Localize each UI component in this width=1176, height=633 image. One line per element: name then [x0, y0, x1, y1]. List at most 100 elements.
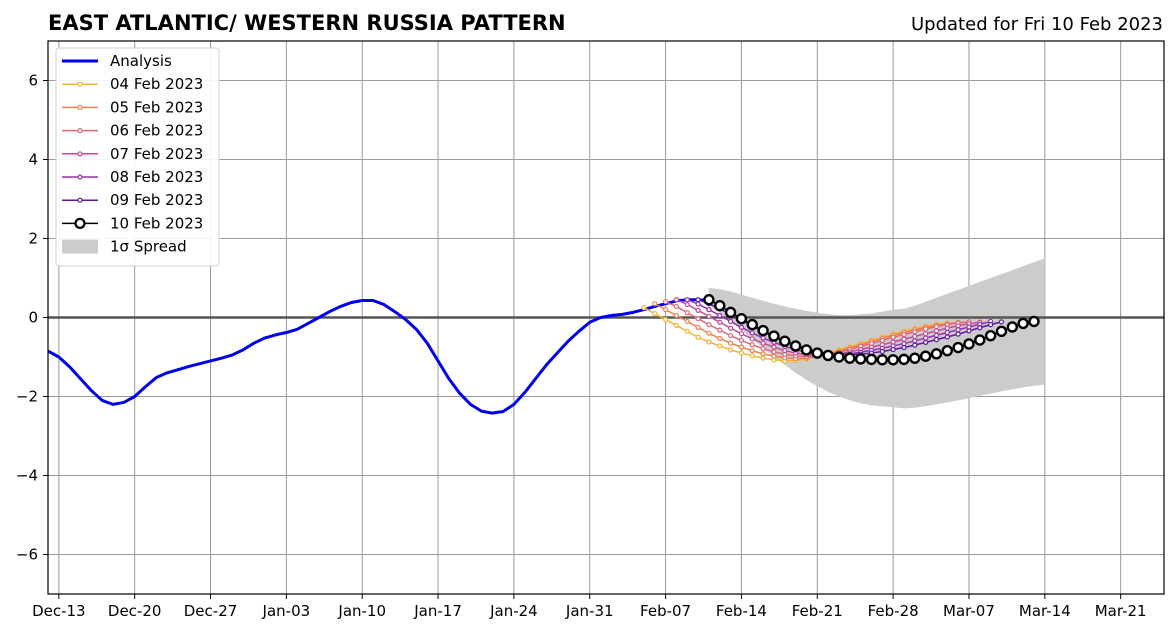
legend-box — [55, 47, 220, 267]
forecast-point-2-8 — [749, 342, 755, 348]
forecast-point-0-7 — [717, 343, 723, 349]
forecast-point-5-25 — [966, 328, 972, 334]
forecast-point-4-21 — [912, 338, 918, 344]
forecast-point-0-0 — [641, 305, 647, 311]
forecast-point-3-22 — [912, 333, 918, 340]
current-forecast-point-7 — [779, 335, 791, 347]
forecast-point-2-10 — [771, 349, 777, 355]
forecast-point-2-24 — [923, 326, 929, 332]
forecast-point-5-21 — [923, 339, 929, 345]
forecast-point-5-22 — [933, 337, 940, 343]
forecast-point-2-3 — [695, 316, 701, 322]
legend-label-1: 04 Feb 2023 — [110, 75, 203, 93]
forecast-point-3-9 — [771, 344, 777, 350]
legend-item-7: 10 Feb 2023 — [62, 214, 203, 232]
forecast-point-4-1 — [695, 301, 701, 307]
axes: Dec-13 Dec-20 Dec-27 Jan-03 Jan-10 Jan-17 Jan-… — [16, 40, 1165, 620]
forecast-point-5-24 — [955, 331, 961, 337]
legend: Analysis 04 Feb 2023 05 Feb 2023 06 Feb 202… — [55, 47, 220, 267]
forecast-point-0-5 — [695, 334, 701, 340]
forecast-point-4-4 — [728, 318, 734, 325]
legend-label-6: 09 Feb 2023 — [110, 191, 203, 209]
forecast-point-1-4 — [695, 324, 701, 330]
forecast-point-4-24 — [944, 329, 950, 336]
current-forecast-point-1 — [714, 299, 726, 312]
x-tick-label-10: Feb-21 — [792, 602, 843, 620]
legend-swatch-spread — [62, 239, 98, 254]
forecast-point-2-23 — [912, 329, 918, 335]
current-forecast-point-2 — [724, 306, 737, 319]
forecast-point-0-9 — [738, 350, 745, 356]
forecast-point-3-7 — [749, 336, 755, 342]
legend-label-2: 05 Feb 2023 — [110, 98, 203, 116]
forecast-point-5-27 — [988, 322, 994, 328]
x-tick-label-11: Feb-28 — [868, 602, 919, 620]
forecast-point-2-22 — [901, 331, 907, 338]
y-tick-label-0: −6 — [16, 546, 38, 564]
forecast-point-5-28 — [998, 319, 1005, 325]
legend-item-6: 09 Feb 2023 — [62, 191, 203, 209]
forecast-point-1-7 — [728, 340, 734, 346]
chart-subtitle: Updated for Fri 10 Feb 2023 — [911, 14, 1163, 35]
forecast-point-3-2 — [695, 307, 701, 313]
y-tick-label-3: 0 — [28, 309, 38, 327]
analysis-line — [47, 298, 710, 415]
current-forecast-point-13 — [844, 352, 856, 364]
x-tick-label-3: Jan-03 — [262, 602, 311, 620]
current-forecast-point-30 — [1028, 315, 1040, 328]
x-tick-label-12: Mar-07 — [943, 602, 995, 620]
forecast-point-3-4 — [717, 319, 723, 325]
current-forecast-point-5 — [757, 324, 769, 337]
forecast-point-0-8 — [728, 347, 734, 353]
forecast-point-4-6 — [749, 330, 755, 336]
forecast-point-2-1 — [673, 303, 680, 310]
current-forecast-point-12 — [833, 351, 845, 363]
legend-item-spread: 1σ Spread — [62, 238, 187, 256]
forecast-point-4-23 — [933, 332, 940, 338]
forecast-point-5-19 — [901, 344, 907, 351]
forecast-point-3-21 — [901, 336, 907, 342]
x-tick-label-6: Jan-24 — [489, 602, 538, 620]
forecast-point-4-0 — [684, 297, 690, 303]
current-forecast-point-16 — [876, 354, 888, 366]
forecast-point-2-5 — [717, 327, 723, 333]
forecast-point-1-5 — [706, 330, 712, 336]
legend-label-0: Analysis — [110, 52, 172, 70]
forecast-point-5-20 — [912, 342, 918, 348]
current-forecast-point-21 — [930, 348, 943, 360]
forecast-point-0-4 — [684, 328, 690, 334]
forecast-point-3-6 — [738, 331, 745, 337]
series-layer — [47, 294, 1040, 415]
forecast-point-5-23 — [944, 334, 950, 340]
x-tick-label-5: Jan-17 — [413, 602, 462, 620]
forecast-point-3-1 — [684, 301, 690, 308]
forecast-point-1-6 — [717, 335, 723, 342]
forecast-point-1-11 — [771, 353, 777, 359]
forecast-point-5-18 — [890, 346, 896, 353]
forecast-point-1-1 — [662, 307, 669, 313]
chart-title: EAST ATLANTIC/ WESTERN RUSSIA PATTERN — [48, 11, 566, 35]
forecast-point-2-9 — [760, 346, 766, 352]
current-forecast-point-25 — [974, 334, 986, 346]
forecast-point-3-0 — [673, 297, 680, 303]
forecast-point-3-3 — [706, 313, 712, 319]
legend-item-3: 06 Feb 2023 — [62, 122, 203, 140]
current-forecast-point-29 — [1017, 317, 1029, 330]
forecast-point-1-2 — [673, 312, 680, 319]
forecast-point-2-6 — [728, 333, 734, 339]
forecast-point-4-5 — [738, 324, 745, 330]
current-forecast-point-14 — [854, 353, 867, 365]
x-tick-label-9: Feb-14 — [716, 602, 767, 620]
forecast-point-5-17 — [879, 348, 885, 355]
current-forecast-point-10 — [811, 347, 823, 359]
y-tick-label-4: 2 — [28, 230, 38, 248]
forecast-point-4-25 — [955, 327, 961, 333]
legend-marker-4 — [77, 151, 83, 157]
forecast-point-3-10 — [782, 348, 788, 354]
y-tick-label-1: −4 — [16, 467, 38, 485]
current-forecast-point-6 — [768, 330, 780, 342]
legend-label-3: 06 Feb 2023 — [110, 122, 203, 140]
forecast-point-3-8 — [760, 340, 766, 346]
current-forecast-point-28 — [1006, 321, 1019, 333]
forecast-point-5-0 — [695, 297, 701, 303]
